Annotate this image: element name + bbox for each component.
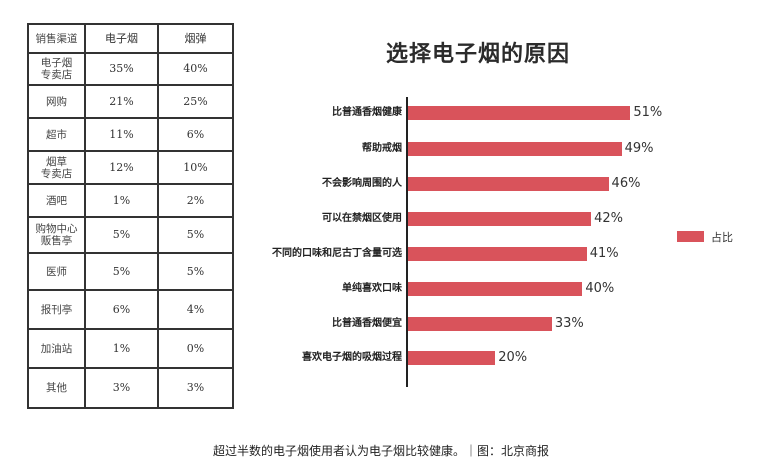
- bar: [408, 142, 622, 156]
- table-cell: 电子烟 专卖店: [27, 52, 86, 86]
- category-label: 单纯喜欢口味: [342, 283, 402, 294]
- table-header-cell: 电子烟: [84, 23, 159, 54]
- table-cell: 加油站: [27, 328, 86, 369]
- table-row: 烟草 专卖店 12% 10%: [27, 150, 234, 185]
- value-label: 33%: [554, 316, 584, 331]
- table-row: 网购 21% 25%: [27, 84, 234, 119]
- value-label: 40%: [585, 281, 615, 296]
- bar: [408, 247, 587, 261]
- bar: [408, 177, 609, 191]
- table-cell: 5%: [157, 216, 234, 254]
- table-header-cell: 销售渠道: [27, 23, 86, 54]
- table-header-row: 销售渠道 电子烟 烟弹: [27, 23, 234, 54]
- table-cell: 6%: [157, 117, 234, 152]
- table-cell: 4%: [157, 289, 234, 330]
- table-row: 报刊亭 6% 4%: [27, 289, 234, 330]
- bar: [408, 282, 583, 296]
- value-label: 20%: [498, 350, 528, 365]
- table-cell: 5%: [84, 216, 159, 254]
- category-label: 帮助戒烟: [362, 143, 402, 154]
- table-row: 加油站 1% 0%: [27, 328, 234, 369]
- table-cell: 10%: [157, 150, 234, 185]
- table-row: 电子烟 专卖店 35% 40%: [27, 52, 234, 86]
- table-cell: 2%: [157, 183, 234, 218]
- table-cell: 其他: [27, 367, 86, 409]
- table-header-cell: 烟弹: [157, 23, 234, 54]
- caption: 超过半数的电子烟使用者认为电子烟比较健康。｜图：北京商报: [212, 444, 549, 458]
- bar-row: 比普通香烟便宜 33%: [0, 316, 762, 331]
- table-cell: 0%: [157, 328, 234, 369]
- category-label: 比普通香烟健康: [332, 107, 402, 118]
- table-row: 医师 5% 5%: [27, 252, 234, 291]
- table-cell: 12%: [84, 150, 159, 185]
- table-row: 其他 3% 3%: [27, 367, 234, 409]
- bar-row: 喜欢电子烟的吸烟过程 20%: [0, 350, 762, 365]
- bar: [408, 212, 592, 226]
- table-cell: 3%: [84, 367, 159, 409]
- bar: [408, 317, 552, 331]
- category-label: 不会影响周围的人: [322, 178, 402, 189]
- table-cell: 1%: [84, 183, 159, 218]
- table-cell: 40%: [157, 52, 234, 86]
- table-cell: 5%: [84, 252, 159, 291]
- value-label: 41%: [589, 246, 619, 261]
- table-cell: 烟草 专卖店: [27, 150, 86, 185]
- table-cell: 21%: [84, 84, 159, 119]
- table-cell: 报刊亭: [27, 289, 86, 330]
- table-row: 购物中心 贩售亭 5% 5%: [27, 216, 234, 254]
- table-cell: 35%: [84, 52, 159, 86]
- table-cell: 酒吧: [27, 183, 86, 218]
- bar-row: 不会影响周围的人 46%: [0, 176, 762, 191]
- category-label: 比普通香烟便宜: [332, 318, 402, 329]
- value-label: 46%: [611, 176, 641, 191]
- table-cell: 11%: [84, 117, 159, 152]
- y-axis-line: [406, 97, 408, 387]
- value-label: 42%: [594, 211, 624, 226]
- bar-row: 比普通香烟健康 51%: [0, 105, 762, 120]
- category-label: 不同的口味和尼古丁含量可选: [272, 248, 402, 259]
- table-cell: 25%: [157, 84, 234, 119]
- bar: [408, 106, 631, 120]
- value-label: 51%: [633, 105, 663, 120]
- bar-row: 单纯喜欢口味 40%: [0, 281, 762, 296]
- table-row: 酒吧 1% 2%: [27, 183, 234, 218]
- bar-row: 帮助戒烟 49%: [0, 141, 762, 156]
- table-cell: 医师: [27, 252, 86, 291]
- table-cell: 网购: [27, 84, 86, 119]
- table-cell: 购物中心 贩售亭: [27, 216, 86, 254]
- table-cell: 3%: [157, 367, 234, 409]
- legend-label: 占比: [711, 231, 733, 244]
- table-row: 超市 11% 6%: [27, 117, 234, 152]
- legend-swatch: [677, 231, 704, 242]
- sales-channel-table: 销售渠道 电子烟 烟弹 电子烟 专卖店 35% 40% 网购 21% 25% 超市 11% 6% 烟草 专卖…: [27, 23, 234, 409]
- bar: [408, 351, 496, 365]
- bar-row: 可以在禁烟区使用 42%: [0, 211, 762, 226]
- table-cell: 5%: [157, 252, 234, 291]
- bar-row: 不同的口味和尼古丁含量可选 41%: [0, 246, 762, 261]
- table-cell: 6%: [84, 289, 159, 330]
- category-label: 喜欢电子烟的吸烟过程: [302, 352, 402, 363]
- chart-title: 选择电子烟的原因: [386, 42, 571, 67]
- value-label: 49%: [624, 141, 654, 156]
- table-cell: 1%: [84, 328, 159, 369]
- category-label: 可以在禁烟区使用: [322, 213, 402, 224]
- table-cell: 超市: [27, 117, 86, 152]
